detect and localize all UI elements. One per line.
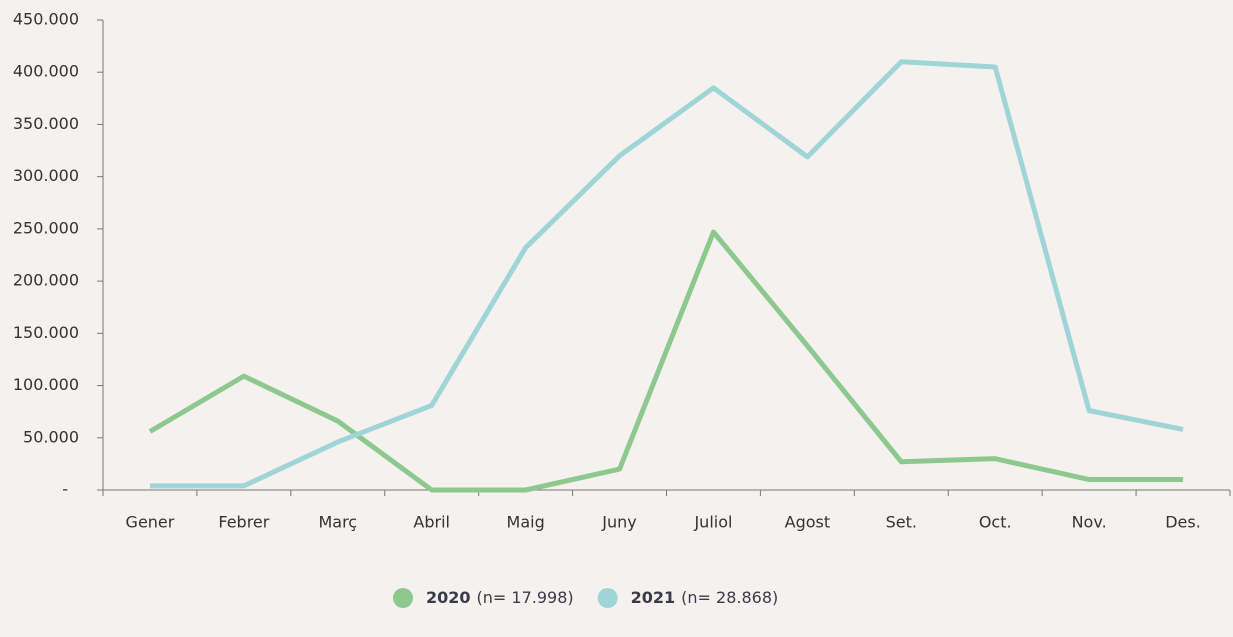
y-tick-label: 100.000 bbox=[13, 375, 79, 394]
x-tick-label: Agost bbox=[785, 513, 831, 532]
legend-swatch bbox=[393, 588, 413, 608]
y-tick-label: 300.000 bbox=[13, 166, 79, 185]
x-tick-label: Des. bbox=[1165, 513, 1201, 532]
y-tick-label: 150.000 bbox=[13, 323, 79, 342]
legend-name: 2020 bbox=[426, 588, 471, 607]
legend-label: 2020 (n= 17.998) bbox=[426, 588, 574, 607]
x-tick-label: Febrer bbox=[218, 513, 269, 532]
x-tick-label: Nov. bbox=[1072, 513, 1107, 532]
y-tick-label: 250.000 bbox=[13, 218, 79, 237]
line-series bbox=[148, 229, 1184, 493]
legend-swatch bbox=[597, 588, 618, 608]
y-tick-label: 350.000 bbox=[13, 114, 79, 133]
y-tick-label: 450.000 bbox=[13, 10, 79, 29]
x-tick-label: Juliol bbox=[693, 513, 732, 532]
legend-name: 2021 bbox=[631, 588, 676, 607]
x-tick-label: Març bbox=[318, 513, 357, 532]
legend-note: (n= 28.868) bbox=[681, 588, 778, 607]
line-series bbox=[149, 59, 1184, 489]
y-tick-label: 50.000 bbox=[23, 427, 79, 446]
x-tick-label: Abril bbox=[413, 513, 450, 532]
x-tick-label: Juny bbox=[601, 513, 636, 532]
x-tick-label: Set. bbox=[886, 513, 917, 532]
x-tick-label: Oct. bbox=[979, 513, 1012, 532]
legend-label: 2021 (n= 28.868) bbox=[631, 588, 779, 607]
legend-note: (n= 17.998) bbox=[477, 588, 574, 607]
legend: 2020 (n= 17.998) 2021 (n= 28.868) bbox=[393, 588, 779, 608]
y-tick-label: 200.000 bbox=[13, 271, 79, 290]
y-tick-label: - bbox=[62, 480, 68, 499]
x-tick-label: Maig bbox=[507, 513, 545, 532]
x-tick-label: Gener bbox=[126, 513, 175, 532]
y-tick-label: 400.000 bbox=[13, 62, 79, 81]
